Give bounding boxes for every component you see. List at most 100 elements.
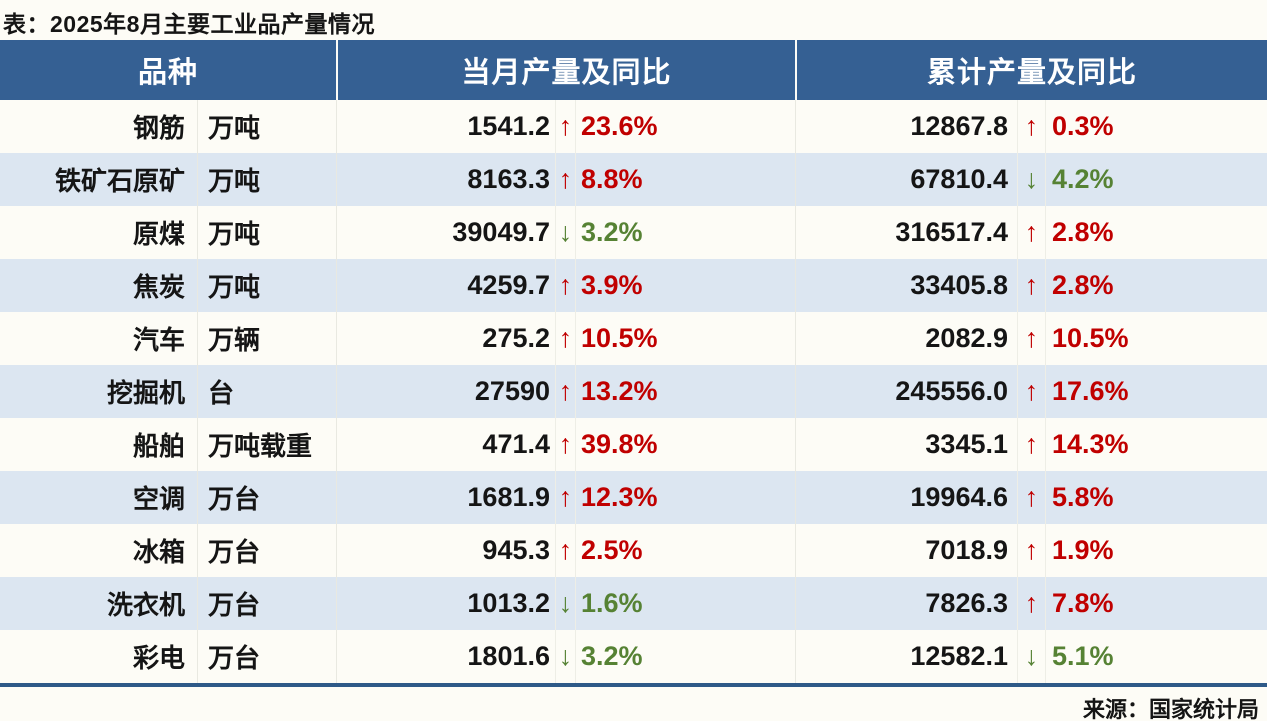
monthly-value-cell: 275.2 bbox=[336, 312, 555, 365]
unit-cell: 台 bbox=[197, 365, 336, 418]
cumulative-percent-cell: 2.8% bbox=[1045, 259, 1267, 312]
table-header: 品种 当月产量及同比 累计产量及同比 bbox=[0, 40, 1267, 100]
trend-up-icon: ↑ bbox=[555, 471, 575, 524]
monthly-value-cell: 8163.3 bbox=[336, 153, 555, 206]
product-name-cell: 钢筋 bbox=[132, 113, 185, 143]
trend-up-icon: ↑ bbox=[1017, 577, 1045, 630]
trend-up-icon: ↑ bbox=[1017, 418, 1045, 471]
monthly-value-cell: 1801.6 bbox=[336, 630, 555, 683]
monthly-percent-cell: 3.9% bbox=[575, 259, 795, 312]
monthly-value-cell: 1013.2 bbox=[336, 577, 555, 630]
header-monthly-output: 当月产量及同比 bbox=[336, 40, 795, 100]
table-body: 钢筋 万吨 1541.2 ↑ 23.6% 12867.8 ↑ 0.3% 铁矿石原矿 万吨 8163.… bbox=[0, 100, 1267, 683]
product-name-cell: 原煤 bbox=[132, 219, 185, 249]
unit-cell: 万吨 bbox=[197, 206, 336, 259]
unit-cell: 万台 bbox=[197, 471, 336, 524]
source-note: 来源：国家统计局 bbox=[1082, 697, 1259, 721]
monthly-value-cell: 471.4 bbox=[336, 418, 555, 471]
trend-up-icon: ↑ bbox=[1017, 365, 1045, 418]
monthly-value-cell: 1541.2 bbox=[336, 100, 555, 153]
monthly-percent-cell: 39.8% bbox=[575, 418, 795, 471]
cumulative-percent-cell: 7.8% bbox=[1045, 577, 1267, 630]
table-row: 原煤 万吨 39049.7 ↓ 3.2% 316517.4 ↑ 2.8% bbox=[0, 206, 1267, 259]
product-name-cell: 挖掘机 bbox=[106, 378, 185, 408]
monthly-percent-cell: 10.5% bbox=[575, 312, 795, 365]
table-row: 钢筋 万吨 1541.2 ↑ 23.6% 12867.8 ↑ 0.3% bbox=[0, 100, 1267, 153]
title-bar: 表：2025年8月主要工业品产量情况 bbox=[0, 0, 1267, 40]
product-name-cell: 洗衣机 bbox=[106, 590, 185, 620]
trend-down-icon: ↓ bbox=[555, 630, 575, 683]
header-product: 品种 bbox=[137, 57, 198, 89]
unit-cell: 万吨 bbox=[197, 259, 336, 312]
trend-up-icon: ↑ bbox=[555, 259, 575, 312]
table-row: 焦炭 万吨 4259.7 ↑ 3.9% 33405.8 ↑ 2.8% bbox=[0, 259, 1267, 312]
trend-up-icon: ↑ bbox=[1017, 471, 1045, 524]
unit-cell: 万吨 bbox=[197, 153, 336, 206]
monthly-value-cell: 4259.7 bbox=[336, 259, 555, 312]
table-row: 洗衣机 万台 1013.2 ↓ 1.6% 7826.3 ↑ 7.8% bbox=[0, 577, 1267, 630]
trend-up-icon: ↑ bbox=[555, 418, 575, 471]
trend-down-icon: ↓ bbox=[1017, 630, 1045, 683]
monthly-percent-cell: 3.2% bbox=[575, 206, 795, 259]
cumulative-percent-cell: 1.9% bbox=[1045, 524, 1267, 577]
cumulative-percent-cell: 17.6% bbox=[1045, 365, 1267, 418]
industrial-output-table: 品种 当月产量及同比 累计产量及同比 钢筋 万吨 1541.2 ↑ 23.6% 12867… bbox=[0, 40, 1267, 687]
cumulative-value-cell: 19964.6 bbox=[795, 471, 1017, 524]
trend-up-icon: ↑ bbox=[555, 365, 575, 418]
table-row: 空调 万台 1681.9 ↑ 12.3% 19964.6 ↑ 5.8% bbox=[0, 471, 1267, 524]
trend-down-icon: ↓ bbox=[1017, 153, 1045, 206]
table-row: 彩电 万台 1801.6 ↓ 3.2% 12582.1 ↓ 5.1% bbox=[0, 630, 1267, 683]
unit-cell: 万台 bbox=[197, 524, 336, 577]
table-bottom-rule bbox=[0, 683, 1267, 687]
trend-up-icon: ↑ bbox=[555, 312, 575, 365]
cumulative-value-cell: 33405.8 bbox=[795, 259, 1017, 312]
page-title: 表：2025年8月主要工业品产量情况 bbox=[3, 11, 375, 37]
product-name-cell: 彩电 bbox=[132, 643, 185, 673]
trend-up-icon: ↑ bbox=[555, 153, 575, 206]
cumulative-percent-cell: 14.3% bbox=[1045, 418, 1267, 471]
product-name-cell: 焦炭 bbox=[132, 272, 185, 302]
trend-up-icon: ↑ bbox=[1017, 206, 1045, 259]
table-row: 汽车 万辆 275.2 ↑ 10.5% 2082.9 ↑ 10.5% bbox=[0, 312, 1267, 365]
product-name-cell: 冰箱 bbox=[132, 537, 185, 567]
trend-down-icon: ↓ bbox=[555, 577, 575, 630]
cumulative-value-cell: 7826.3 bbox=[795, 577, 1017, 630]
monthly-value-cell: 945.3 bbox=[336, 524, 555, 577]
unit-cell: 万台 bbox=[197, 577, 336, 630]
monthly-percent-cell: 23.6% bbox=[575, 100, 795, 153]
unit-cell: 万辆 bbox=[197, 312, 336, 365]
cumulative-percent-cell: 2.8% bbox=[1045, 206, 1267, 259]
cumulative-value-cell: 12582.1 bbox=[795, 630, 1017, 683]
monthly-percent-cell: 8.8% bbox=[575, 153, 795, 206]
product-name-cell: 汽车 bbox=[132, 325, 185, 355]
trend-up-icon: ↑ bbox=[1017, 312, 1045, 365]
cumulative-value-cell: 3345.1 bbox=[795, 418, 1017, 471]
cumulative-value-cell: 2082.9 bbox=[795, 312, 1017, 365]
product-name-cell: 铁矿石原矿 bbox=[54, 166, 185, 196]
cumulative-value-cell: 67810.4 bbox=[795, 153, 1017, 206]
unit-cell: 万吨 bbox=[197, 100, 336, 153]
monthly-value-cell: 39049.7 bbox=[336, 206, 555, 259]
table-row: 铁矿石原矿 万吨 8163.3 ↑ 8.8% 67810.4 ↓ 4.2% bbox=[0, 153, 1267, 206]
monthly-percent-cell: 12.3% bbox=[575, 471, 795, 524]
trend-up-icon: ↑ bbox=[555, 100, 575, 153]
cumulative-value-cell: 7018.9 bbox=[795, 524, 1017, 577]
product-name-cell: 船舶 bbox=[132, 431, 185, 461]
product-name-cell: 空调 bbox=[132, 484, 185, 514]
table-row: 冰箱 万台 945.3 ↑ 2.5% 7018.9 ↑ 1.9% bbox=[0, 524, 1267, 577]
table-row: 挖掘机台 27590 ↑ 13.2% 245556.0 ↑ 17.6% bbox=[0, 365, 1267, 418]
monthly-percent-cell: 1.6% bbox=[575, 577, 795, 630]
monthly-value-cell: 27590 bbox=[336, 365, 555, 418]
monthly-percent-cell: 13.2% bbox=[575, 365, 795, 418]
trend-up-icon: ↑ bbox=[1017, 259, 1045, 312]
cumulative-percent-cell: 5.1% bbox=[1045, 630, 1267, 683]
trend-up-icon: ↑ bbox=[1017, 524, 1045, 577]
header-cumulative-output: 累计产量及同比 bbox=[795, 40, 1267, 100]
monthly-percent-cell: 3.2% bbox=[575, 630, 795, 683]
cumulative-percent-cell: 5.8% bbox=[1045, 471, 1267, 524]
cumulative-value-cell: 12867.8 bbox=[795, 100, 1017, 153]
table-row: 船舶 万吨载重 471.4 ↑ 39.8% 3345.1 ↑ 14.3% bbox=[0, 418, 1267, 471]
monthly-value-cell: 1681.9 bbox=[336, 471, 555, 524]
cumulative-percent-cell: 4.2% bbox=[1045, 153, 1267, 206]
